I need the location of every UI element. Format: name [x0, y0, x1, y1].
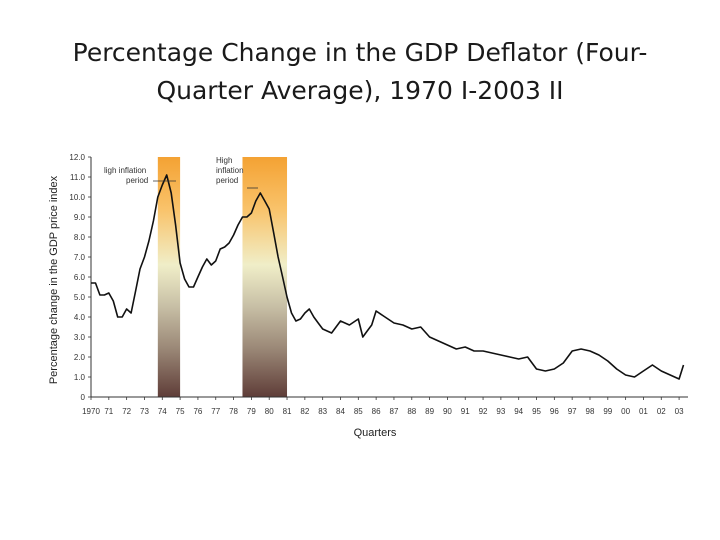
x-tick-label: 75	[176, 407, 185, 416]
x-tick-label: 74	[158, 407, 167, 416]
slide-title: Percentage Change in the GDP Deflator (F…	[40, 34, 680, 110]
y-tick-label: 0	[81, 393, 86, 402]
inflation-period-bands	[157, 157, 288, 397]
x-tick-label: 79	[247, 407, 256, 416]
x-tick-label: 71	[104, 407, 113, 416]
y-tick-label: 7.0	[74, 253, 86, 262]
x-tick-label: 72	[122, 407, 131, 416]
x-tick-label: 01	[639, 407, 648, 416]
x-tick-label: 00	[621, 407, 630, 416]
x-tick-label: 89	[425, 407, 434, 416]
x-tick-label: 95	[532, 407, 541, 416]
chart-axes: 0 1.0 2.0 3.0 4.0 5.0 6.0 7.0 8.0 9.0 10.0 11.0 12.0…	[69, 153, 688, 416]
x-tick-label: 96	[550, 407, 559, 416]
band-2-annotation-line-2: inflation	[216, 166, 244, 175]
y-axis-label: Percentage change in the GDP price index	[48, 175, 60, 384]
y-tick-label: 6.0	[74, 273, 86, 282]
gdp-deflator-series-line	[91, 174, 685, 380]
band-2-annotation-line-3: period	[216, 176, 238, 185]
x-tick-label: 77	[211, 407, 220, 416]
x-tick-label: 86	[372, 407, 381, 416]
x-tick-label: 76	[193, 407, 202, 416]
chart-series	[91, 174, 685, 380]
x-tick-label: 1970	[82, 407, 100, 416]
x-tick-label: 80	[265, 407, 274, 416]
y-tick-label: 12.0	[69, 153, 85, 162]
x-tick-label: 90	[443, 407, 452, 416]
x-tick-label: 91	[461, 407, 470, 416]
x-tick-label: 97	[568, 407, 577, 416]
y-tick-label: 5.0	[74, 293, 86, 302]
y-tick-label: 9.0	[74, 213, 86, 222]
x-tick-label: 93	[496, 407, 505, 416]
x-tick-label: 85	[354, 407, 363, 416]
x-tick-label: 84	[336, 407, 345, 416]
x-tick-label: 92	[479, 407, 488, 416]
y-tick-label: 2.0	[74, 353, 86, 362]
x-tick-label: 83	[318, 407, 327, 416]
x-tick-label: 73	[140, 407, 149, 416]
x-tick-label: 03	[675, 407, 684, 416]
x-tick-label: 82	[300, 407, 309, 416]
x-tick-label: 87	[390, 407, 399, 416]
inflation-band-1	[157, 157, 181, 397]
x-tick-label: 88	[407, 407, 416, 416]
x-tick-label: 99	[603, 407, 612, 416]
inflation-band-2	[242, 157, 288, 397]
y-tick-label: 8.0	[74, 233, 86, 242]
slide-title-line-2: Quarter Average), 1970 I-2003 II	[156, 76, 564, 105]
x-tick-label: 02	[657, 407, 666, 416]
x-tick-label: 81	[283, 407, 292, 416]
x-axis-label: Quarters	[354, 427, 397, 439]
x-tick-label: 98	[586, 407, 595, 416]
band-1-annotation-line-1: ligh inflation	[104, 166, 146, 175]
y-tick-label: 3.0	[74, 333, 86, 342]
y-tick-label: 10.0	[69, 193, 85, 202]
slide-title-line-1: Percentage Change in the GDP Deflator (F…	[72, 38, 648, 67]
x-tick-label: 78	[229, 407, 238, 416]
band-1-annotation-line-2: period	[126, 176, 148, 185]
y-tick-label: 11.0	[70, 173, 86, 182]
y-tick-label: 4.0	[74, 313, 86, 322]
x-tick-label: 94	[514, 407, 523, 416]
y-tick-label: 1.0	[74, 373, 86, 382]
band-2-annotation-line-1: High	[216, 156, 232, 165]
